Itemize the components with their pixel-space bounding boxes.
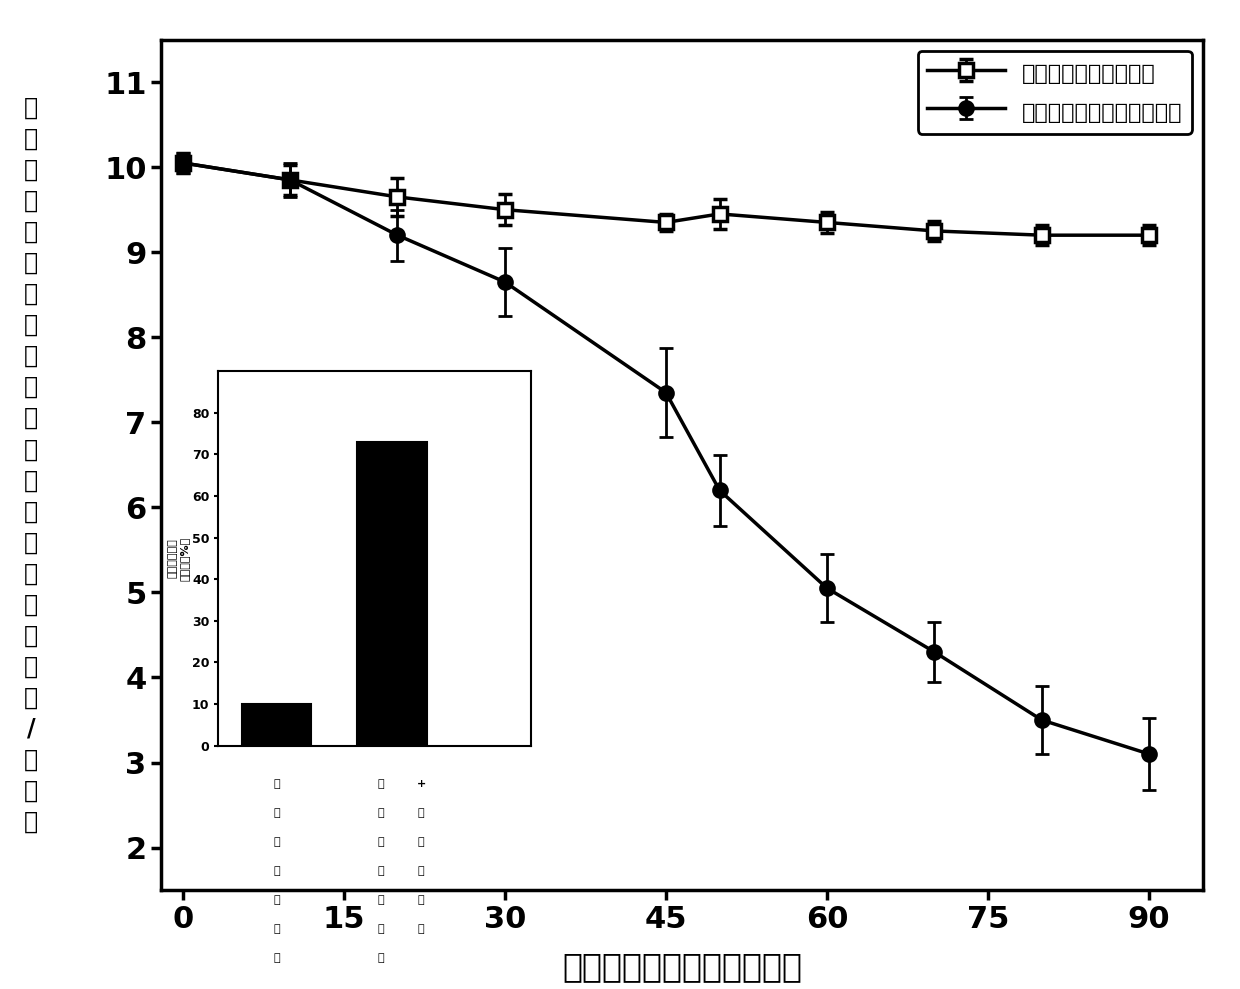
Text: 芳: 芳	[24, 220, 38, 244]
Text: 残: 残	[24, 530, 38, 555]
Text: 千: 千	[24, 748, 38, 772]
Text: 烃: 烃	[24, 251, 38, 275]
Text: ）: ）	[24, 810, 38, 834]
Text: （: （	[24, 655, 38, 678]
Text: 环: 环	[24, 189, 38, 213]
Text: 土: 土	[24, 406, 38, 430]
Text: 的: 的	[24, 499, 38, 523]
Text: 总: 总	[24, 96, 38, 120]
Text: 后: 后	[24, 375, 38, 400]
Text: 洗: 洗	[24, 314, 38, 337]
Text: 毫: 毫	[24, 685, 38, 710]
Text: 度: 度	[24, 624, 38, 648]
Text: 多: 多	[24, 157, 38, 182]
Text: 在: 在	[24, 282, 38, 306]
Legend: 对照：洗脱后溸阳土壤, 洗脱后溸阳土壤接种马尼完: 对照：洗脱后溸阳土壤, 洗脱后溸阳土壤接种马尼完	[918, 50, 1192, 134]
Text: 留: 留	[24, 562, 38, 585]
Text: 浓: 浓	[24, 592, 38, 616]
Text: 量: 量	[24, 127, 38, 150]
Text: /: /	[27, 717, 35, 741]
Text: 克: 克	[24, 779, 38, 803]
Text: 壤: 壤	[24, 437, 38, 461]
Text: 中: 中	[24, 469, 38, 493]
Text: 脱: 脱	[24, 344, 38, 368]
X-axis label: 自然条件下培养时间（天）: 自然条件下培养时间（天）	[562, 950, 802, 983]
